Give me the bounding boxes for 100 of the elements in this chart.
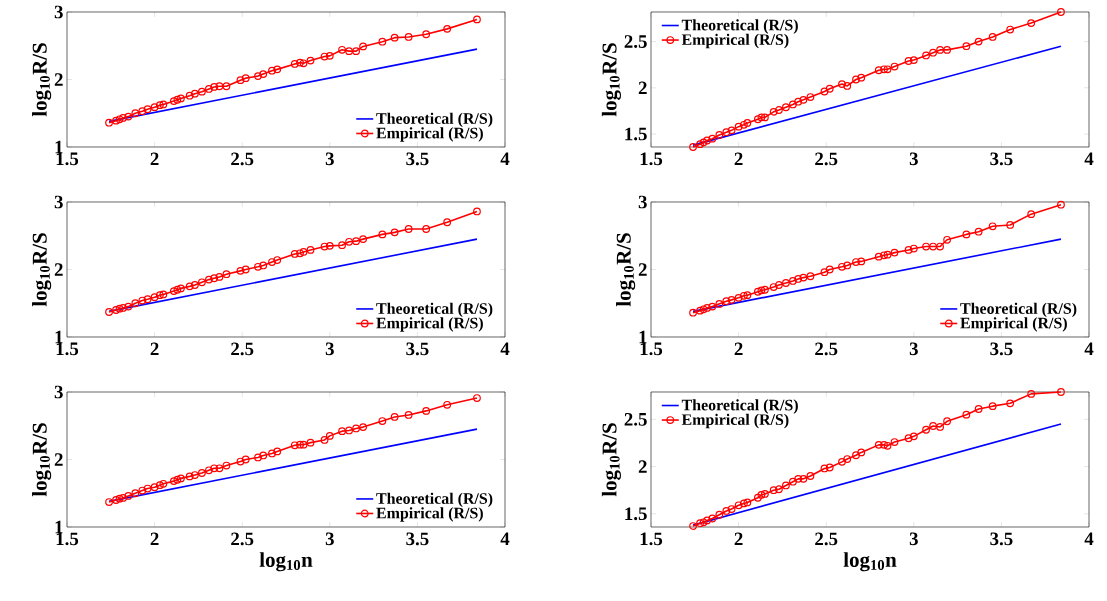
point (338, 45, 346, 54)
point (105, 498, 113, 506)
y-tick-label: 2 (54, 453, 63, 466)
point (473, 15, 481, 24)
point (775, 106, 783, 114)
point (378, 37, 387, 46)
point (320, 436, 329, 444)
point (119, 304, 127, 312)
point (254, 453, 262, 462)
x-tick-label: 3.5 (990, 342, 1013, 356)
x-tick-label: 3 (909, 532, 918, 546)
point (112, 496, 120, 504)
point (345, 426, 353, 435)
point (874, 440, 883, 449)
point (338, 241, 346, 250)
y-tick-label: 1 (55, 520, 63, 534)
x-tick-label: 4 (1084, 532, 1094, 545)
point (838, 80, 846, 89)
x-tick-label: 2.5 (815, 532, 838, 546)
point (825, 463, 834, 472)
point (760, 490, 769, 498)
y-axis-title: log$_{10}$R/S (32, 233, 52, 307)
point (259, 70, 268, 78)
legend-label: Empirical (R/S) (376, 127, 483, 142)
point (743, 291, 752, 300)
point (143, 105, 152, 114)
y-tick-label: 3 (54, 195, 63, 209)
point (241, 455, 250, 464)
point (173, 285, 182, 294)
point (988, 222, 997, 231)
x-tick-label: 2.5 (231, 532, 254, 546)
point (268, 449, 276, 458)
point (739, 499, 748, 508)
point (988, 33, 997, 41)
point (299, 440, 308, 449)
point (843, 455, 852, 463)
point (943, 235, 951, 244)
point (782, 481, 790, 490)
point (236, 76, 245, 85)
point (820, 268, 829, 277)
point (727, 295, 736, 304)
point (929, 422, 937, 430)
point (757, 286, 766, 295)
point (806, 472, 815, 480)
point (359, 235, 367, 244)
point (306, 438, 315, 447)
x-tick-label: 2 (734, 342, 743, 356)
point (843, 261, 852, 270)
point (1057, 8, 1065, 16)
point (236, 266, 245, 275)
point (325, 241, 334, 250)
point (703, 304, 711, 312)
point (352, 237, 360, 246)
y-tick-label: 2 (638, 81, 647, 95)
point (115, 115, 124, 124)
point (799, 95, 808, 104)
point (909, 244, 918, 253)
point (753, 287, 762, 296)
x-tick-label: 3.5 (406, 342, 429, 356)
point (974, 405, 983, 413)
legend-label: Theoretical (R/S) (681, 19, 798, 34)
x-tick-label: 4 (1084, 152, 1094, 165)
point (739, 291, 748, 300)
point (105, 308, 113, 316)
y-axis-title: log$_{10}$R/S (601, 43, 621, 117)
y-tick-label: 1 (55, 330, 63, 344)
point (825, 84, 834, 93)
point (268, 258, 276, 266)
point (273, 65, 282, 74)
point (254, 72, 262, 81)
point (715, 131, 724, 139)
point (155, 481, 164, 490)
point (119, 494, 127, 502)
point (198, 469, 206, 477)
point (191, 471, 199, 479)
x-axis-title: log$_{10}$n (843, 552, 897, 572)
point (268, 66, 276, 75)
point (390, 33, 399, 42)
legend-label: Empirical (R/S) (376, 507, 483, 522)
point (185, 472, 194, 481)
point (299, 248, 308, 256)
point (320, 52, 329, 61)
point (962, 230, 971, 239)
legend-label: Empirical (R/S) (960, 317, 1067, 332)
x-tick-label: 4 (500, 342, 510, 355)
point (359, 423, 367, 431)
point (124, 112, 133, 121)
x-tick-label: 3 (325, 342, 334, 356)
point (473, 207, 481, 216)
point (169, 477, 178, 485)
x-tick-label: 3.5 (406, 532, 429, 546)
point (124, 492, 133, 500)
point (296, 58, 304, 67)
point (936, 46, 944, 54)
point (883, 65, 892, 74)
point (185, 282, 194, 291)
y-tick-label: 1 (55, 140, 63, 154)
point (236, 457, 245, 466)
point (708, 514, 717, 523)
x-tick-label: 2.5 (231, 152, 254, 166)
